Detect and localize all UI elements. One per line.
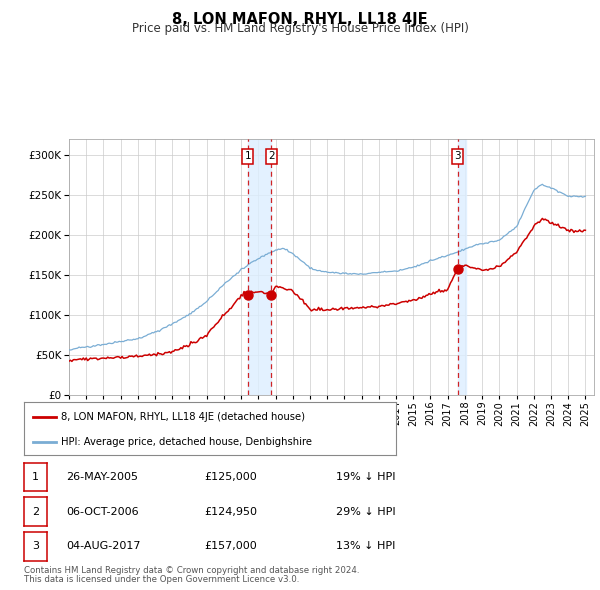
Text: 8, LON MAFON, RHYL, LL18 4JE: 8, LON MAFON, RHYL, LL18 4JE	[172, 12, 428, 27]
Text: £157,000: £157,000	[204, 542, 257, 551]
Text: 3: 3	[32, 542, 39, 551]
Text: 2: 2	[268, 151, 275, 161]
Text: 2: 2	[32, 507, 39, 516]
Text: 8, LON MAFON, RHYL, LL18 4JE (detached house): 8, LON MAFON, RHYL, LL18 4JE (detached h…	[61, 412, 305, 422]
Text: 26-MAY-2005: 26-MAY-2005	[66, 472, 138, 481]
Text: 04-AUG-2017: 04-AUG-2017	[66, 542, 140, 551]
Text: This data is licensed under the Open Government Licence v3.0.: This data is licensed under the Open Gov…	[24, 575, 299, 584]
Text: 06-OCT-2006: 06-OCT-2006	[66, 507, 139, 516]
Text: 29% ↓ HPI: 29% ↓ HPI	[336, 507, 395, 516]
Text: Contains HM Land Registry data © Crown copyright and database right 2024.: Contains HM Land Registry data © Crown c…	[24, 566, 359, 575]
Bar	[458, 139, 466, 395]
Text: Price paid vs. HM Land Registry's House Price Index (HPI): Price paid vs. HM Land Registry's House …	[131, 22, 469, 35]
Text: 1: 1	[32, 472, 39, 481]
Text: 3: 3	[455, 151, 461, 161]
Text: 1: 1	[245, 151, 251, 161]
Text: £125,000: £125,000	[204, 472, 257, 481]
Text: HPI: Average price, detached house, Denbighshire: HPI: Average price, detached house, Denb…	[61, 437, 312, 447]
Text: 19% ↓ HPI: 19% ↓ HPI	[336, 472, 395, 481]
Text: £124,950: £124,950	[204, 507, 257, 516]
Bar	[248, 139, 271, 395]
Text: 13% ↓ HPI: 13% ↓ HPI	[336, 542, 395, 551]
